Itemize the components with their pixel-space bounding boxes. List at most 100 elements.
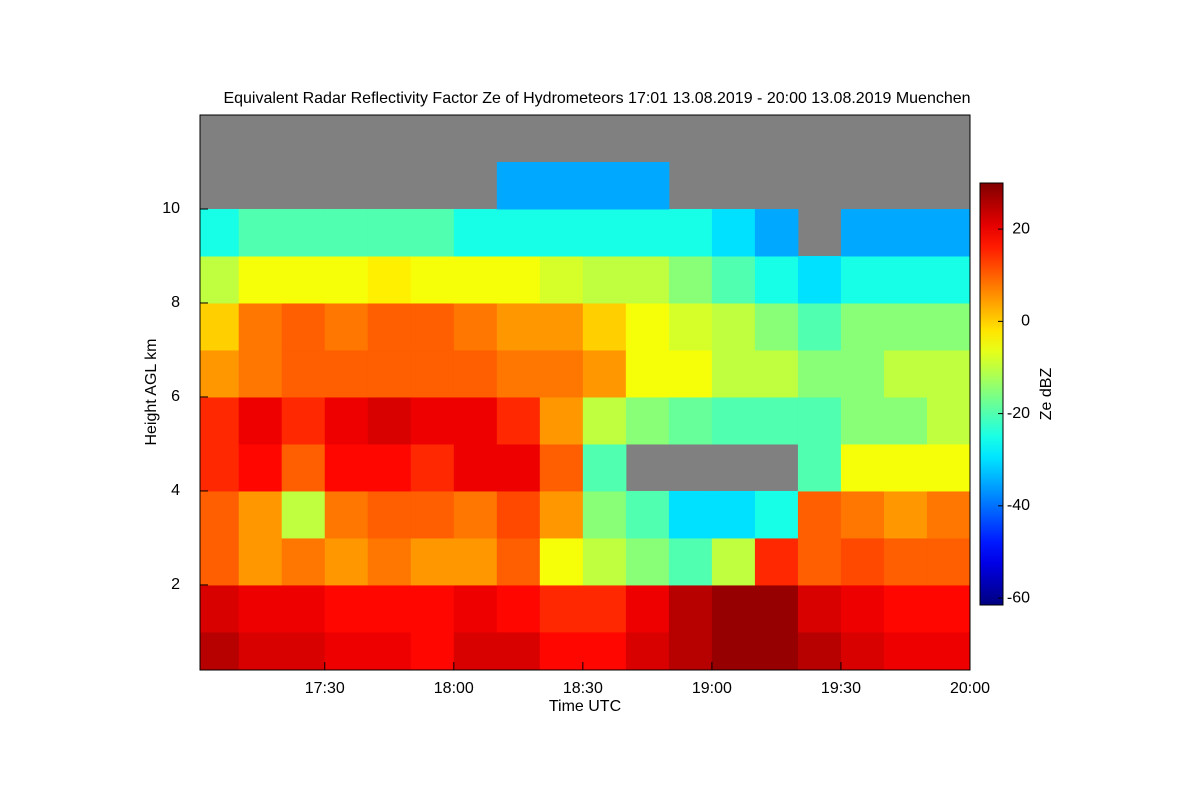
x-tick-label: 18:00 (434, 680, 474, 697)
heatmap-cell (797, 631, 842, 671)
heatmap-cell (754, 584, 799, 633)
heatmap-cell (324, 490, 369, 539)
heatmap-cell (668, 490, 713, 539)
heatmap-cell (410, 537, 455, 586)
heatmap-cell (496, 302, 541, 351)
heatmap-cell (496, 490, 541, 539)
heatmap-cell (754, 255, 799, 304)
heatmap-cell (238, 208, 283, 257)
heatmap-cell (582, 584, 627, 633)
heatmap-cell (367, 208, 412, 257)
heatmap-cell (324, 443, 369, 492)
heatmap-cell (200, 584, 240, 633)
heatmap-cell (539, 208, 584, 257)
heatmap-cell (453, 584, 498, 633)
heatmap-cell (496, 443, 541, 492)
heatmap-cell (496, 255, 541, 304)
heatmap-cell (883, 208, 928, 257)
heatmap-cell (797, 255, 842, 304)
heatmap-cell (582, 161, 627, 210)
heatmap-cell (926, 302, 971, 351)
heatmap-cell (711, 584, 756, 633)
heatmap-cell (453, 443, 498, 492)
heatmap-cell (926, 443, 971, 492)
heatmap-cell (668, 208, 713, 257)
heatmap-cell (582, 490, 627, 539)
y-tick-label: 8 (171, 294, 180, 311)
heatmap-cell (754, 396, 799, 445)
heatmap-cell (453, 208, 498, 257)
heatmap-cell (410, 302, 455, 351)
heatmap-cell (625, 631, 670, 671)
heatmap-cell (539, 537, 584, 586)
heatmap-cell (367, 396, 412, 445)
heatmap-cell (453, 490, 498, 539)
heatmap-cell (367, 490, 412, 539)
heatmap-cell (926, 396, 971, 445)
heatmap-cell (754, 302, 799, 351)
heatmap-cell (711, 208, 756, 257)
x-tick-label: 18:30 (563, 680, 603, 697)
heatmap-cell (496, 161, 541, 210)
heatmap-cell (367, 443, 412, 492)
heatmap-cell (754, 490, 799, 539)
heatmap-cell (496, 396, 541, 445)
y-tick-label: 2 (171, 576, 180, 593)
heatmap-cell (324, 584, 369, 633)
heatmap-cell (367, 537, 412, 586)
heatmap-cell (926, 349, 971, 398)
heatmap-cell (754, 537, 799, 586)
heatmap-cell (625, 349, 670, 398)
heatmap-cell (926, 208, 971, 257)
heatmap-cell (238, 537, 283, 586)
heatmap-cell (883, 490, 928, 539)
heatmap-cell (625, 537, 670, 586)
y-axis-label: Height AGL km (143, 338, 160, 445)
heatmap-cell (668, 584, 713, 633)
heatmap-cell (539, 161, 584, 210)
heatmap-cell (496, 349, 541, 398)
heatmap-cell (410, 208, 455, 257)
heatmap-cell (797, 349, 842, 398)
heatmap-cell (711, 349, 756, 398)
heatmap-cell (926, 631, 971, 671)
x-axis-label: Time UTC (549, 698, 621, 715)
heatmap-cell (883, 631, 928, 671)
heatmap-cell (797, 584, 842, 633)
heatmap-cell (797, 443, 842, 492)
heatmap-cell (496, 537, 541, 586)
heatmap-cell (883, 396, 928, 445)
heatmap-cell (238, 443, 283, 492)
heatmap-cell (200, 255, 240, 304)
heatmap-cell (496, 208, 541, 257)
heatmap-cell (625, 490, 670, 539)
heatmap-cell (625, 161, 670, 210)
heatmap-cell (367, 584, 412, 633)
heatmap-cell (625, 302, 670, 351)
heatmap-cell (668, 537, 713, 586)
colorbar-tick-label: 0 (1021, 313, 1030, 330)
heatmap-cell (281, 490, 326, 539)
heatmap-cell (539, 255, 584, 304)
heatmap-cell (840, 443, 885, 492)
heatmap-cell (238, 396, 283, 445)
heatmap-cell (281, 631, 326, 671)
heatmap-cell (496, 631, 541, 671)
colorbar-tick-label: -40 (1007, 497, 1030, 514)
heatmap-cell (496, 584, 541, 633)
heatmap-cell (582, 349, 627, 398)
colorbar (979, 182, 1004, 606)
heatmap-cell (582, 255, 627, 304)
heatmap-cell (410, 584, 455, 633)
heatmap-cell (200, 537, 240, 586)
heatmap-cell (625, 396, 670, 445)
heatmap-cell (281, 302, 326, 351)
heatmap-cell (539, 443, 584, 492)
heatmap-cell (926, 537, 971, 586)
heatmap-cell (582, 396, 627, 445)
heatmap (200, 161, 971, 671)
heatmap-cell (797, 302, 842, 351)
heatmap-cell (840, 537, 885, 586)
